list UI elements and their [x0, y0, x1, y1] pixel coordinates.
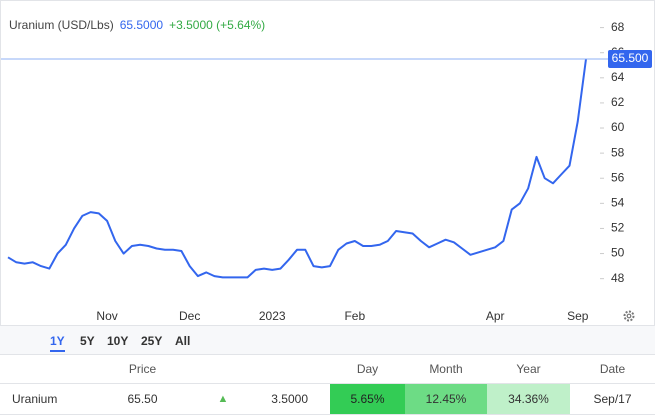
change: +3.5000 (+5.64%) [169, 18, 266, 32]
y-tick-label: 56 [611, 170, 625, 184]
y-tick-label: 50 [611, 246, 625, 260]
x-tick-label: Dec [179, 309, 200, 323]
column-header: Date [599, 362, 626, 376]
last-price-tag [608, 49, 652, 68]
column-header: Day [356, 362, 379, 376]
range-bar: 1Y 5Y 10Y 25Y All [0, 326, 655, 354]
range-button[interactable]: 1Y [50, 334, 65, 352]
y-tick-label: 54 [611, 196, 625, 210]
month-change: 12.45% [405, 384, 487, 414]
date: Sep/17 [593, 392, 632, 406]
range-button[interactable]: 25Y [141, 334, 163, 348]
y-tick-label: 52 [611, 221, 625, 235]
price: 65.5000 [119, 18, 164, 32]
x-tick-label: Sep [567, 309, 589, 323]
x-tick-label: 2023 [259, 309, 286, 323]
y-tick-label: 58 [611, 145, 625, 159]
range-button[interactable]: 5Y [80, 334, 95, 348]
year-change: 34.36% [487, 384, 570, 414]
range-button[interactable]: All [175, 334, 191, 348]
y-tick-label: 68 [611, 20, 625, 34]
table-header-bg [0, 354, 655, 384]
x-tick-label: Apr [486, 309, 505, 323]
chart: 4850525456586062646668NovDec2023FebAprSe… [0, 0, 655, 326]
column-header: Month [429, 362, 463, 376]
name: Uranium [12, 392, 58, 406]
settings-icon[interactable] [623, 310, 635, 322]
chart-frame [0, 0, 655, 326]
y-tick-label: 62 [611, 95, 625, 109]
day-change: 5.65% [330, 384, 405, 414]
chart-header: Uranium (USD/Lbs) 65.5000 +3.5000 (+5.64%) [9, 18, 271, 32]
y-tick-label: 48 [611, 271, 625, 285]
y-tick-label: 64 [611, 70, 625, 84]
range-button[interactable]: 10Y [107, 334, 129, 348]
price-line [7, 58, 587, 279]
last-price-label: 65.500 [612, 51, 649, 65]
up-arrow: ▲ [217, 393, 229, 405]
instrument: Uranium (USD/Lbs) [9, 18, 114, 32]
change: 3.5000 [271, 392, 308, 406]
x-tick-label: Nov [96, 309, 117, 323]
column-header: Year [516, 362, 541, 376]
price: 65.50 [127, 392, 158, 406]
x-tick-label: Feb [344, 309, 365, 323]
column-header: Price [128, 362, 157, 376]
y-tick-label: 60 [611, 120, 625, 134]
